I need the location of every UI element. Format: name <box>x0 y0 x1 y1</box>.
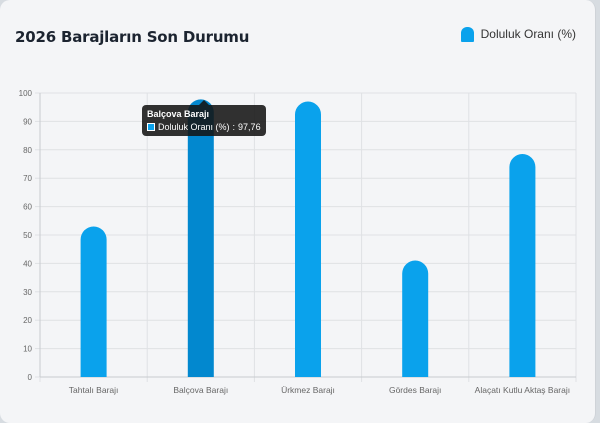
bar <box>402 260 429 377</box>
tooltip-row: Doluluk Oranı (%): 97,76 <box>147 122 261 132</box>
bar <box>80 226 107 377</box>
chart-tooltip: Balçova Barajı Doluluk Oranı (%): 97,76 <box>142 100 266 136</box>
y-tick-label: 60 <box>23 203 32 212</box>
y-tick-label: 80 <box>23 146 32 155</box>
tooltip-value: 97,76 <box>238 122 261 132</box>
tooltip-series-label: Doluluk Oranı (%) <box>158 122 230 132</box>
bar <box>187 99 214 378</box>
tooltip-title: Balçova Barajı <box>147 109 210 119</box>
x-tick-label: Ürkmez Barajı <box>281 385 335 395</box>
y-tick-label: 40 <box>23 259 32 268</box>
tooltip-swatch <box>147 123 155 131</box>
y-tick-label: 70 <box>23 174 32 183</box>
x-tick-label: Gördes Barajı <box>389 385 441 395</box>
tooltip-arrow <box>199 100 209 105</box>
y-tick-label: 50 <box>23 231 32 240</box>
y-tick-label: 20 <box>23 316 32 325</box>
legend-swatch <box>460 26 474 42</box>
y-tick-label: 90 <box>23 117 32 126</box>
y-tick-label: 30 <box>23 288 32 297</box>
tooltip-colon: : <box>232 122 236 132</box>
legend-label: Doluluk Oranı (%) <box>480 27 576 41</box>
x-tick-label: Alaçatı Kutlu Aktaş Barajı <box>475 385 570 395</box>
y-tick-label: 0 <box>28 373 33 382</box>
y-tick-label: 10 <box>23 345 32 354</box>
chart-title: 2026 Barajların Son Durumu <box>15 28 250 46</box>
bar <box>295 101 321 377</box>
y-tick-label: 100 <box>19 89 33 98</box>
x-tick-label: Balçova Barajı <box>173 385 228 395</box>
chart-legend[interactable]: Doluluk Oranı (%) <box>460 24 576 44</box>
bar <box>509 154 536 377</box>
x-tick-label: Tahtalı Barajı <box>69 385 119 395</box>
